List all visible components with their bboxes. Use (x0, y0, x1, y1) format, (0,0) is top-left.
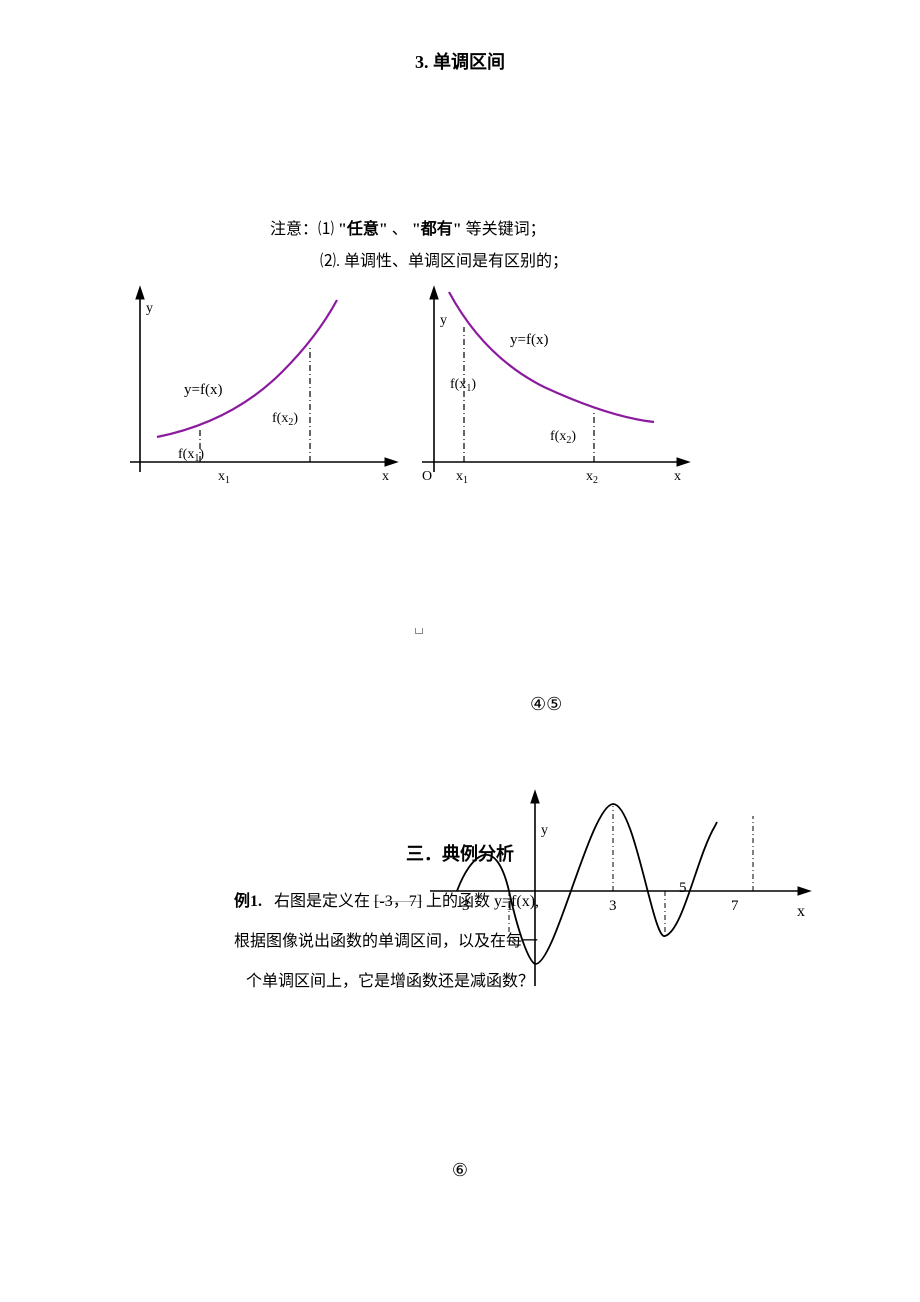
fx2-label: f(x2) (550, 429, 576, 446)
note-line-1: 注意：⑴ "任意" 、 "都有" 等关键词； (270, 214, 568, 246)
note1-kw1: "任意" (338, 221, 388, 238)
x2-label: x2 (586, 469, 598, 486)
monotonic-graphs: y x y=f(x) f(x1) f(x2) x1 y x O (122, 282, 694, 497)
curve-label: y=f(x) (184, 382, 222, 398)
graph-decreasing: y x O y=f(x) f(x1) f(x2) x1 x2 (414, 282, 694, 497)
yaxis-label: y (541, 823, 548, 838)
note1-prefix: 注意：⑴ (270, 221, 334, 238)
note1-mid: 、 (392, 221, 408, 238)
example-1-label: 例1. (234, 893, 262, 910)
fx2-label: f(x2) (272, 411, 298, 428)
notes-block: 注意：⑴ "任意" 、 "都有" 等关键词； ⑵. 单调性、单调区间是有区别的； (270, 214, 568, 278)
xaxis-label: x (674, 469, 681, 484)
origin-label: O (422, 469, 432, 484)
graph-increasing: y x y=f(x) f(x1) f(x2) x1 (122, 282, 402, 497)
example-1-line-3: 个单调区间上，它是增函数还是减函数？ (234, 962, 539, 1002)
ex1-l1c: 上的函数 y=f(x), (426, 893, 539, 910)
slide-marker-icon (415, 628, 423, 634)
xaxis-label: x (382, 469, 389, 484)
circled-6: ⑥ (0, 1160, 920, 1181)
ex1-l1a: 右图是定义在 (266, 893, 370, 910)
ex1-l1b: [-3，7] (374, 893, 422, 910)
example-1-line-2: 根据图像说出函数的单调区间，以及在每一 (234, 922, 539, 962)
x1-label: x1 (456, 469, 468, 486)
x1-label: x1 (218, 469, 230, 486)
fx1-label: f(x1) (178, 447, 204, 464)
note1-kw2: "都有" (412, 221, 462, 238)
note1-suffix: 等关键词； (466, 221, 546, 238)
circled-4-5: ④⑤ (530, 694, 562, 715)
example-1: 例1. 右图是定义在 [-3，7] 上的函数 y=f(x), 根据图像说出函数的… (234, 882, 539, 1002)
note-line-2: ⑵. 单调性、单调区间是有区别的； (270, 246, 568, 278)
tick-5: 5 (679, 880, 687, 896)
yaxis-label: y (440, 313, 447, 328)
graph-decreasing-svg: y x O y=f(x) f(x1) f(x2) x1 x2 (414, 282, 694, 492)
fx1-label: f(x1) (450, 377, 476, 394)
page-title: 3. 单调区间 (0, 0, 920, 74)
tick-7: 7 (731, 898, 739, 914)
curve-label: y=f(x) (510, 332, 548, 348)
yaxis-label: y (146, 301, 153, 316)
graph-increasing-svg: y x y=f(x) f(x1) f(x2) x1 (122, 282, 402, 492)
xaxis-label: x (797, 903, 805, 920)
example-1-line-1: 例1. 右图是定义在 [-3，7] 上的函数 y=f(x), (234, 882, 539, 922)
tick-3: 3 (609, 898, 617, 914)
